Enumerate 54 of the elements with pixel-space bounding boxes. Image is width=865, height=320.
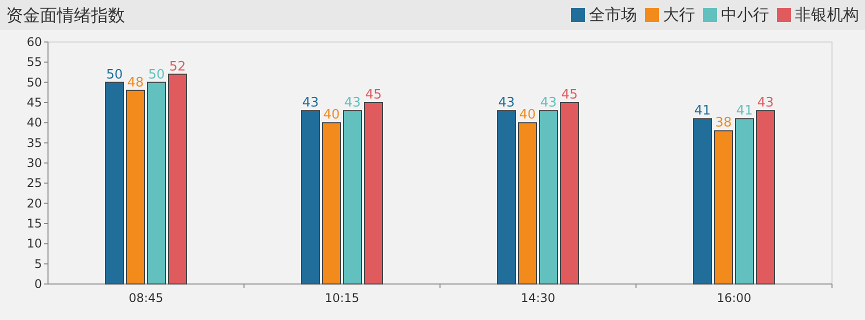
data-label: 43 bbox=[302, 96, 319, 111]
bar bbox=[126, 90, 145, 284]
chart-title: 资金面情绪指数 bbox=[6, 6, 125, 26]
x-tick-label: 16:00 bbox=[716, 291, 752, 305]
y-tick-label: 55 bbox=[26, 55, 42, 70]
legend-label: 全市场 bbox=[589, 5, 637, 24]
bar bbox=[518, 122, 537, 284]
bar bbox=[756, 110, 775, 284]
data-label: 41 bbox=[736, 104, 753, 119]
data-label: 40 bbox=[323, 108, 340, 123]
data-label: 43 bbox=[757, 96, 774, 111]
y-tick-label: 20 bbox=[26, 196, 42, 210]
y-tick-label: 25 bbox=[26, 176, 42, 190]
bar bbox=[735, 118, 754, 284]
data-label: 43 bbox=[540, 96, 557, 111]
y-tick-label: 10 bbox=[26, 236, 42, 251]
y-tick-label: 0 bbox=[34, 277, 42, 291]
data-label: 43 bbox=[498, 96, 515, 111]
bar bbox=[343, 110, 362, 284]
x-tick-label: 08:45 bbox=[128, 291, 164, 305]
data-label: 40 bbox=[519, 108, 536, 123]
y-tick-label: 60 bbox=[26, 35, 42, 49]
y-tick-label: 40 bbox=[26, 116, 42, 130]
data-label: 38 bbox=[715, 116, 732, 131]
bar bbox=[147, 82, 166, 284]
bar bbox=[322, 122, 341, 284]
bar bbox=[301, 110, 320, 284]
data-label: 50 bbox=[148, 67, 165, 82]
data-label: 45 bbox=[365, 88, 382, 102]
y-tick-label: 45 bbox=[26, 96, 42, 110]
legend-label: 大行 bbox=[663, 5, 695, 24]
y-tick-label: 5 bbox=[34, 256, 42, 271]
y-tick-label: 50 bbox=[26, 75, 42, 90]
bar bbox=[560, 102, 579, 284]
bar bbox=[168, 74, 187, 284]
data-label: 52 bbox=[169, 59, 186, 74]
legend-label: 非银机构 bbox=[795, 5, 859, 24]
legend-label: 中小行 bbox=[721, 5, 769, 24]
bar bbox=[105, 82, 124, 284]
y-tick-label: 30 bbox=[26, 156, 42, 170]
data-label: 45 bbox=[561, 88, 578, 102]
bar bbox=[497, 110, 516, 284]
data-label: 48 bbox=[127, 75, 144, 90]
x-tick-label: 10:15 bbox=[324, 291, 360, 305]
bar bbox=[539, 110, 558, 284]
bar bbox=[364, 102, 383, 284]
bar bbox=[714, 130, 733, 284]
data-label: 43 bbox=[344, 96, 361, 111]
bar bbox=[693, 118, 712, 284]
data-label: 41 bbox=[694, 104, 711, 119]
y-tick-label: 35 bbox=[26, 136, 42, 150]
data-label: 50 bbox=[106, 67, 123, 82]
y-tick-label: 15 bbox=[26, 216, 42, 230]
x-tick-label: 14:30 bbox=[520, 291, 556, 305]
